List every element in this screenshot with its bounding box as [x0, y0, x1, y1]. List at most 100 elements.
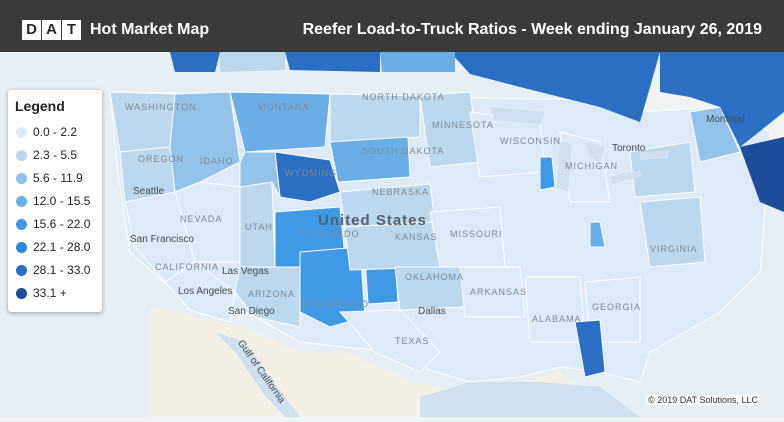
legend-label: 22.1 - 28.0	[33, 240, 91, 254]
legend-swatch	[16, 218, 27, 230]
legend-swatch	[16, 241, 27, 253]
legend-swatch	[16, 195, 27, 207]
label-nevada: NEVADA	[180, 214, 222, 224]
legend-item: 22.1 - 28.0	[16, 239, 90, 255]
zone-alabama[interactable]	[524, 276, 586, 343]
legend-swatch	[16, 149, 27, 161]
legend-item: 5.6 - 11.9	[16, 170, 83, 186]
city-los-angeles: Los Angeles	[178, 286, 233, 297]
app-header: D A T Hot Market Map Reefer Load-to-Truc…	[0, 0, 784, 52]
zone-virginia[interactable]	[639, 196, 706, 268]
lake-ontario	[640, 150, 670, 160]
label-kansas: KANSAS	[395, 232, 438, 242]
zone-alberta-south[interactable]	[220, 52, 285, 72]
zone-ontario[interactable]	[450, 52, 660, 122]
zone-new-york[interactable]	[689, 106, 741, 163]
zone-new-brunswick[interactable]	[740, 137, 784, 212]
label-united-states: United States	[318, 212, 427, 229]
label-utah: UTAH	[245, 222, 273, 232]
zone-quebec[interactable]	[660, 52, 784, 147]
label-arkansas: ARKANSAS	[470, 287, 527, 297]
app-title: Hot Market Map	[90, 21, 210, 38]
zone-saskatchewan[interactable]	[285, 52, 380, 72]
label-texas: TEXAS	[395, 336, 430, 346]
label-virginia: VIRGINIA	[650, 244, 698, 254]
label-wisconsin: WISCONSIN	[500, 136, 561, 146]
legend-swatch	[16, 126, 27, 138]
label-michigan: MICHIGAN	[565, 161, 618, 171]
logo-letter: D	[22, 20, 42, 40]
label-nebraska: NEBRASKA	[372, 187, 429, 197]
zone-chicago[interactable]	[539, 156, 556, 191]
city-san-francisco: San Francisco	[130, 234, 194, 245]
zone-tennessee-spot[interactable]	[589, 221, 606, 248]
zone-arkansas[interactable]	[459, 266, 526, 318]
legend-label: 28.1 - 33.0	[33, 263, 91, 277]
legend-item: 0.0 - 2.2	[16, 124, 77, 140]
legend-label: 33.1 +	[33, 286, 67, 300]
legend-item: 33.1 +	[16, 285, 67, 301]
city-montreal: Montreal	[706, 114, 745, 125]
legend-title: Legend	[15, 98, 65, 114]
label-wyoming: WYOMING	[285, 168, 337, 178]
map-canvas[interactable]: WASHINGTON OREGON IDAHO MONTANA WYOMING …	[0, 52, 784, 417]
zone-washington[interactable]	[109, 91, 176, 153]
legend-swatch	[16, 287, 27, 299]
legend-label: 0.0 - 2.2	[33, 125, 78, 139]
label-georgia: GEORGIA	[592, 302, 641, 312]
map-title: Reefer Load-to-Truck Ratios - Week endin…	[302, 21, 762, 38]
legend-label: 2.3 - 5.5	[33, 148, 78, 162]
zone-arizona[interactable]	[234, 266, 301, 328]
legend-item: 12.0 - 15.5	[16, 193, 90, 209]
zone-texas[interactable]	[338, 309, 441, 373]
zone-manitoba[interactable]	[380, 52, 455, 72]
legend-item: 15.6 - 22.0	[16, 216, 90, 232]
legend-panel: Legend 0.0 - 2.2 2.3 - 5.5 5.6 - 11.9 12…	[8, 90, 102, 312]
legend-label: 15.6 - 22.0	[33, 217, 91, 231]
legend-swatch	[16, 172, 27, 184]
lake-michigan	[557, 142, 572, 192]
zone-north-dakota[interactable]	[329, 93, 421, 143]
city-las-vegas: Las Vegas	[222, 266, 269, 277]
label-missouri: MISSOURI	[450, 229, 503, 239]
city-toronto: Toronto	[612, 143, 646, 154]
label-oregon: OREGON	[138, 154, 184, 164]
legend-item: 2.3 - 5.5	[16, 147, 77, 163]
legend-label: 5.6 - 11.9	[33, 171, 83, 185]
city-seattle: Seattle	[133, 186, 165, 197]
gulf-of-california	[215, 332, 300, 417]
copyright-notice: © 2019 DAT Solutions, LLC	[646, 395, 760, 405]
city-dallas: Dallas	[418, 306, 446, 317]
zone-florida-panhandle[interactable]	[574, 319, 606, 378]
label-south-dakota: SOUTH DAKOTA	[362, 146, 444, 156]
label-colorado: COLORADO	[300, 229, 360, 239]
zone-southern-california[interactable]	[164, 261, 236, 323]
lake-erie	[610, 170, 642, 184]
zone-alberta[interactable]	[170, 52, 220, 72]
label-montana: MONTANA	[258, 102, 309, 112]
label-minnesota: MINNESOTA	[432, 120, 494, 130]
legend-swatch	[16, 264, 27, 276]
zone-montana[interactable]	[229, 91, 331, 153]
label-new-mexico: NEW MEXICO	[300, 299, 369, 309]
legend-item: 28.1 - 33.0	[16, 262, 90, 278]
zone-kansas[interactable]	[344, 221, 446, 271]
label-alabama: ALABAMA	[532, 314, 582, 324]
label-north-dakota: NORTH DAKOTA	[362, 92, 445, 102]
zone-south-dakota[interactable]	[329, 136, 411, 183]
hot-market-map[interactable]: WASHINGTON OREGON IDAHO MONTANA WYOMING …	[0, 52, 784, 417]
label-idaho: IDAHO	[200, 156, 234, 166]
logo-letter: T	[62, 20, 82, 40]
dat-logo: D A T	[22, 20, 82, 40]
logo-letter: A	[42, 20, 62, 40]
city-san-diego: San Diego	[228, 306, 275, 317]
label-washington: WASHINGTON	[125, 102, 197, 112]
zone-western-wyoming[interactable]	[239, 151, 281, 198]
label-arizona: ARIZONA	[248, 289, 295, 299]
legend-label: 12.0 - 15.5	[33, 194, 91, 208]
gulf-of-mexico	[420, 382, 640, 417]
lake-huron	[585, 142, 605, 162]
lake-superior	[490, 107, 545, 124]
label-california: CALIFORNIA	[155, 262, 219, 272]
label-oklahoma: OKLAHOMA	[405, 272, 464, 282]
